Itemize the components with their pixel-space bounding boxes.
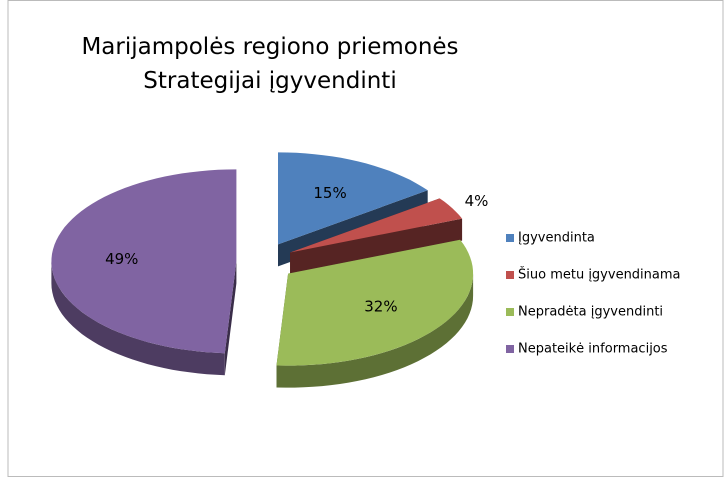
data-label: 15% xyxy=(313,184,346,202)
pie-tops xyxy=(51,152,474,366)
legend-label: Įgyvendinta xyxy=(518,231,595,246)
chart-title: Marijampolės regiono priemonės Strategij… xyxy=(81,34,459,94)
legend-swatch xyxy=(506,345,514,353)
legend-label: Nepateikė informacijos xyxy=(518,342,668,357)
legend-swatch xyxy=(506,271,514,279)
data-label: 49% xyxy=(105,250,138,268)
slice xyxy=(278,152,428,245)
slice xyxy=(51,169,237,354)
data-label: 32% xyxy=(364,298,397,316)
legend-swatch xyxy=(506,308,514,316)
data-label: 4% xyxy=(465,192,489,210)
slice-side xyxy=(276,273,474,388)
slice xyxy=(290,198,463,253)
slice-wall xyxy=(224,261,237,376)
slice xyxy=(276,239,474,366)
legend-label: Nepradėta įgyvendinti xyxy=(518,305,663,320)
legend-label: Šiuo metu įgyvendinama xyxy=(518,267,681,283)
slice-side xyxy=(51,261,225,376)
legend-swatch xyxy=(506,234,514,242)
slice-wall xyxy=(290,218,463,275)
